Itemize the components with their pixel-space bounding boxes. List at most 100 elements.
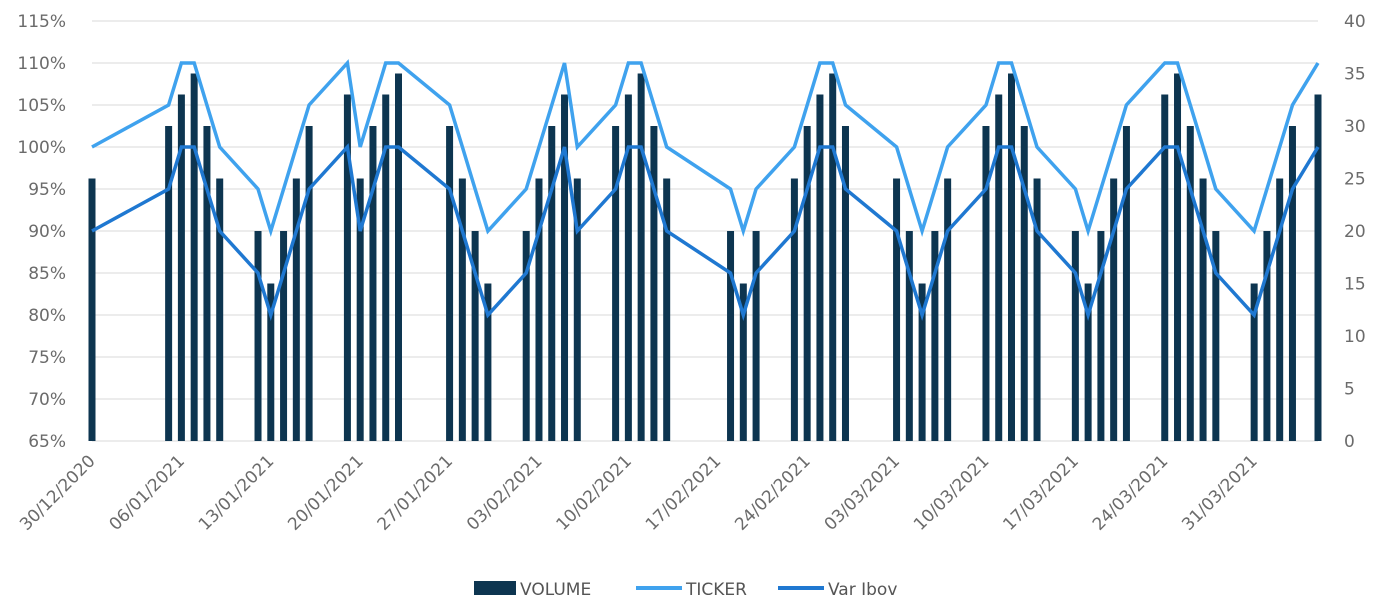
x-tick-label: 03/02/2021: [463, 451, 546, 534]
x-tick-label: 30/12/2020: [16, 451, 99, 534]
x-tick-label: 27/01/2021: [374, 451, 457, 534]
volume-bar: [1008, 73, 1015, 441]
volume-bar: [190, 73, 198, 441]
right-tick-label: 5: [1344, 380, 1355, 400]
volume-bar: [612, 126, 620, 441]
x-tick-label: 10/02/2021: [552, 451, 635, 534]
right-tick-label: 25: [1344, 170, 1366, 190]
left-tick-label: 70%: [28, 390, 66, 410]
gridlines: [92, 20, 1318, 442]
x-tick-label: 17/03/2021: [999, 451, 1082, 534]
volume-bar: [216, 178, 224, 441]
volume-bar: [790, 178, 798, 441]
volume-bars: [88, 73, 1322, 441]
left-tick-label: 75%: [28, 348, 66, 368]
volume-bar: [893, 178, 901, 441]
volume-bar: [356, 178, 364, 441]
right-tick-label: 10: [1344, 327, 1366, 347]
left-tick-label: 90%: [28, 222, 66, 242]
volume-bar: [841, 126, 849, 441]
volume-bar: [1097, 231, 1105, 441]
volume-bar: [305, 126, 313, 441]
volume-bar: [382, 94, 390, 441]
volume-bar: [458, 178, 466, 441]
left-tick-label: 95%: [28, 180, 66, 200]
volume-bar: [446, 126, 454, 441]
volume-bar: [573, 178, 581, 441]
volume-bar: [280, 231, 288, 441]
right-tick-label: 30: [1344, 117, 1366, 137]
volume-bar: [1122, 126, 1130, 441]
volume-bar: [1212, 231, 1220, 441]
volume-bar: [739, 283, 747, 441]
right-tick-label: 15: [1344, 275, 1366, 295]
legend-label: TICKER: [685, 580, 747, 600]
volume-bar: [1288, 126, 1296, 441]
legend: VOLUME TICKER Var Ibov: [474, 580, 897, 600]
x-tick-label: 24/02/2021: [731, 451, 814, 534]
volume-bar: [637, 73, 645, 441]
volume-bar: [203, 126, 211, 441]
volume-bar: [1276, 178, 1284, 441]
volume-bar: [548, 126, 556, 441]
volume-bar: [395, 73, 402, 441]
x-tick-label: 24/03/2021: [1089, 451, 1172, 534]
volume-bar: [829, 73, 837, 441]
right-tick-label: 35: [1344, 65, 1366, 85]
x-tick-label: 03/03/2021: [821, 451, 904, 534]
legend-swatch-volume: [474, 581, 516, 595]
volume-bar: [931, 231, 939, 441]
volume-bar: [535, 178, 543, 441]
volume-bar: [267, 283, 275, 441]
volume-bar: [522, 231, 530, 441]
volume-bar: [803, 126, 811, 441]
left-axis-ticks: 65% 70% 75% 80% 85% 90% 95% 100% 105% 110% 115%: [17, 12, 66, 452]
x-axis-ticks: 30/12/2020 06/01/2021 13/01/2021 20/01/2021…: [16, 451, 1262, 534]
x-tick-label: 20/01/2021: [284, 451, 367, 534]
volume-bar: [816, 94, 824, 441]
volume-bar: [624, 94, 632, 441]
volume-bar: [650, 126, 658, 441]
left-tick-label: 100%: [17, 138, 66, 158]
right-tick-label: 20: [1344, 222, 1366, 242]
volume-bar: [1174, 73, 1182, 441]
right-tick-label: 0: [1344, 432, 1355, 452]
series-line-ticker: [91, 59, 1320, 238]
volume-bar: [88, 178, 96, 441]
legend-label: Var Ibov: [828, 580, 897, 600]
volume-bar: [1110, 178, 1118, 441]
volume-bar: [292, 178, 300, 441]
volume-bar: [254, 231, 262, 441]
volume-bar: [752, 231, 760, 441]
x-tick-label: 31/03/2021: [1178, 451, 1261, 534]
volume-bar: [177, 94, 185, 441]
volume-bar: [561, 94, 569, 441]
x-tick-label: 06/01/2021: [106, 451, 189, 534]
volume-bar: [982, 126, 990, 441]
volume-bar: [1186, 126, 1194, 441]
legend-label: VOLUME: [520, 580, 591, 600]
left-tick-label: 110%: [17, 54, 66, 74]
volume-bar: [1020, 126, 1028, 441]
series-line-var-ibov: [91, 143, 1320, 322]
volume-bar: [369, 126, 377, 441]
left-tick-label: 80%: [28, 306, 66, 326]
volume-bar: [343, 94, 351, 441]
volume-bar: [944, 178, 952, 441]
series-lines: [91, 59, 1320, 322]
right-tick-label: 40: [1344, 12, 1366, 32]
volume-bar: [1314, 94, 1322, 441]
volume-bar: [1161, 94, 1169, 441]
left-tick-label: 65%: [28, 432, 66, 452]
x-tick-label: 17/02/2021: [642, 451, 725, 534]
volume-bar: [1071, 231, 1079, 441]
left-tick-label: 85%: [28, 264, 66, 284]
volume-bar: [1263, 231, 1271, 441]
right-axis-ticks: 0 5 10 15 20 25 30 35 40: [1344, 12, 1366, 452]
volume-bar: [663, 178, 671, 441]
volume-bar: [1033, 178, 1041, 441]
x-tick-label: 13/01/2021: [195, 451, 278, 534]
volume-bar: [1084, 283, 1092, 441]
